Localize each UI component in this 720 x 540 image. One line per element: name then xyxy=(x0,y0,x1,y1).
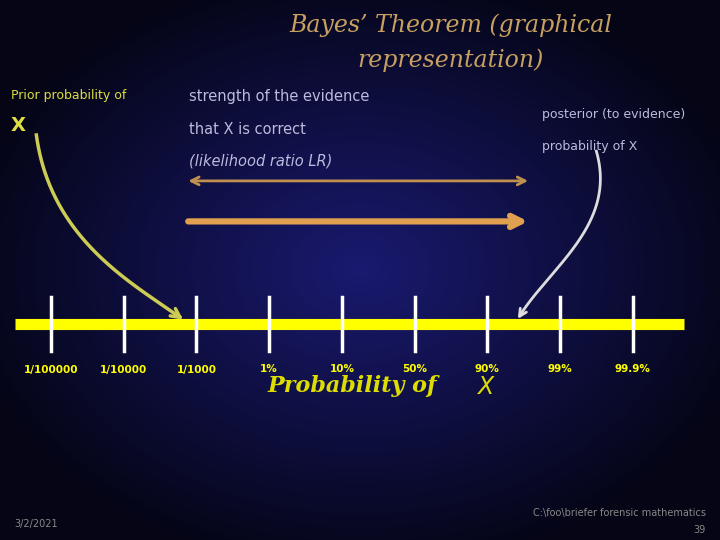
Text: $\mathit{X}$: $\mathit{X}$ xyxy=(477,375,496,399)
Text: Prior probability of: Prior probability of xyxy=(11,89,126,102)
FancyArrowPatch shape xyxy=(192,177,525,185)
Text: 99.9%: 99.9% xyxy=(615,364,651,375)
FancyArrowPatch shape xyxy=(188,216,521,227)
Text: 1/100000: 1/100000 xyxy=(24,364,78,375)
Text: representation): representation) xyxy=(358,49,544,72)
Text: 1/1000: 1/1000 xyxy=(176,364,217,375)
Text: strength of the evidence: strength of the evidence xyxy=(189,89,369,104)
Text: 1/10000: 1/10000 xyxy=(100,364,148,375)
Text: Probability of: Probability of xyxy=(267,375,453,397)
Text: probability of X: probability of X xyxy=(542,140,637,153)
Text: 3/2/2021: 3/2/2021 xyxy=(14,519,58,529)
Text: that X is correct: that X is correct xyxy=(189,122,306,137)
Text: 1%: 1% xyxy=(260,364,278,375)
Text: Bayes’ Theorem (graphical: Bayes’ Theorem (graphical xyxy=(289,14,612,37)
Text: 99%: 99% xyxy=(548,364,572,375)
Text: 10%: 10% xyxy=(329,364,354,375)
Text: C:\foo\briefer forensic mathematics: C:\foo\briefer forensic mathematics xyxy=(533,508,706,518)
Text: X: X xyxy=(11,116,26,135)
Text: 90%: 90% xyxy=(474,364,500,375)
Text: 50%: 50% xyxy=(402,364,427,375)
Text: posterior (to evidence): posterior (to evidence) xyxy=(542,108,685,121)
Text: (likelihood ratio LR): (likelihood ratio LR) xyxy=(189,154,333,169)
Text: 39: 39 xyxy=(693,524,706,535)
